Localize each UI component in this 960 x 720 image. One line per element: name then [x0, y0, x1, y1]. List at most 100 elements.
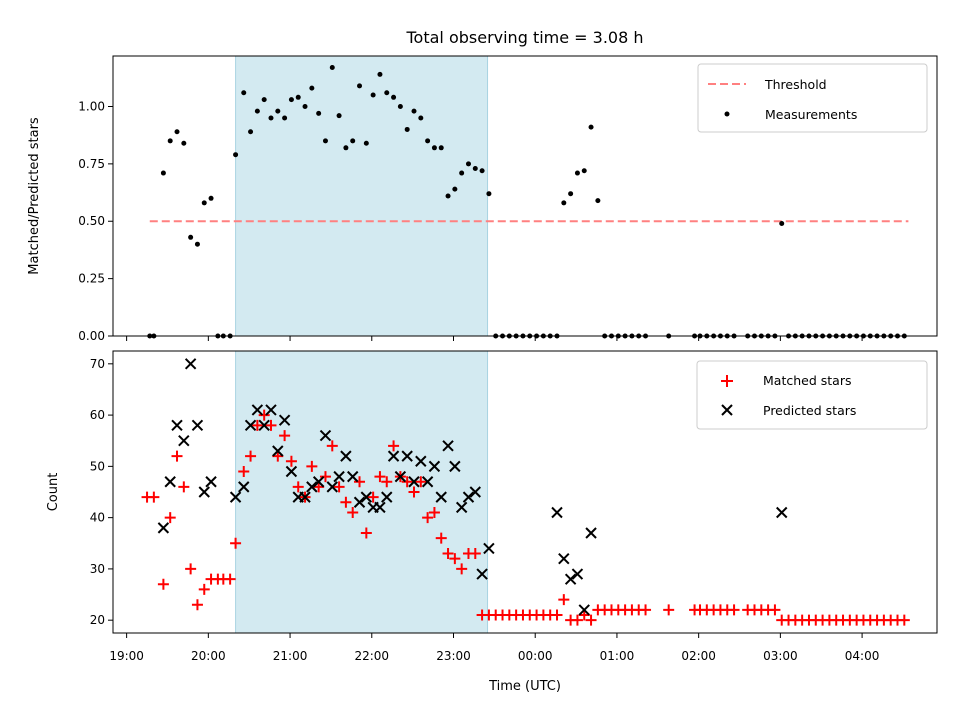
- matched-star-point: [551, 609, 563, 621]
- measurement-point: [268, 115, 274, 121]
- matched-star-point: [251, 419, 263, 431]
- measurement-point: [208, 195, 214, 201]
- measurement-point: [486, 191, 492, 197]
- predicted-star-point: [408, 476, 420, 488]
- measurement-point: [160, 170, 166, 176]
- matched-star-point: [354, 476, 366, 488]
- predicted-star-point: [278, 414, 291, 426]
- top-legend: Threshold Measurements: [697, 63, 928, 133]
- measurement-point: [404, 126, 410, 132]
- matched-star-point: [171, 450, 183, 462]
- predicted-star-point: [326, 481, 338, 493]
- predicted-star-point: [312, 476, 325, 488]
- matched-star-point: [258, 409, 270, 421]
- x-tick-label: 23:00: [436, 649, 471, 663]
- predicted-star-point: [551, 506, 563, 519]
- matched-star-point: [408, 486, 420, 498]
- predicted-star-point: [421, 476, 434, 488]
- predicted-star-point: [401, 450, 413, 462]
- matched-star-point: [185, 563, 197, 575]
- matched-star-point: [769, 604, 781, 616]
- predicted-star-point: [191, 419, 204, 432]
- legend-matched-label: Matched stars: [763, 373, 851, 388]
- x-tick-label: 21:00: [273, 649, 308, 663]
- measurement-point: [561, 200, 567, 206]
- measurement-point: [261, 97, 267, 103]
- matched-star-point: [558, 594, 570, 606]
- predicted-star-point: [571, 568, 584, 580]
- measurement-point: [425, 138, 431, 144]
- measurement-point: [201, 200, 207, 206]
- measurement-point: [336, 113, 342, 119]
- measurement-point: [302, 103, 308, 109]
- predicted-star-point: [381, 491, 393, 503]
- matched-star-point: [157, 578, 169, 590]
- matched-star-point: [428, 507, 440, 519]
- predicted-star-point: [238, 481, 250, 493]
- predicted-star-point: [347, 470, 359, 483]
- predicted-star-point: [394, 470, 407, 483]
- matched-star-point: [585, 614, 597, 626]
- predicted-star-point: [428, 460, 441, 473]
- predicted-star-point: [205, 476, 217, 488]
- top-plot-frame: [112, 55, 938, 337]
- matched-star-point: [422, 512, 434, 524]
- predicted-star-point: [585, 527, 597, 539]
- measurement-point: [445, 193, 451, 199]
- predicted-star-point: [476, 568, 488, 580]
- top-y-tick-label: 0.25: [78, 272, 105, 286]
- top-y-tick-label: 0.00: [78, 329, 105, 343]
- predicted-star-point: [578, 604, 590, 616]
- matched-star-point: [164, 512, 176, 524]
- predicted-star-point: [157, 522, 170, 534]
- measurement-point: [254, 108, 260, 114]
- measurement-point: [438, 145, 444, 151]
- measurement-point: [275, 108, 281, 114]
- matched-star-point: [442, 548, 454, 560]
- matched-star-point: [340, 496, 352, 508]
- measurement-point: [431, 145, 437, 151]
- predicted-star-point: [483, 542, 495, 555]
- measurement-point: [181, 140, 187, 146]
- predicted-star-point: [564, 573, 577, 585]
- chart-title: Total observing time = 3.08 h: [405, 28, 643, 47]
- predicted-star-point: [251, 404, 264, 416]
- predicted-star-point: [229, 491, 242, 503]
- x-tick-label: 20:00: [191, 649, 226, 663]
- predicted-star-point: [333, 470, 345, 483]
- predicted-star-point: [164, 476, 176, 488]
- predicted-star-point: [184, 358, 197, 370]
- predicted-star-point: [435, 491, 447, 503]
- top-panel: 0.00 0.25 0.50 0.75 1.00 Matched/Predicted s…: [27, 55, 938, 343]
- legend-measurement-label: Measurements: [765, 107, 857, 122]
- top-y-tick-label: 0.75: [78, 157, 105, 171]
- bottom-plot-frame: [112, 350, 938, 634]
- matched-star-point: [178, 481, 190, 493]
- measurement-point: [363, 140, 369, 146]
- matched-stars-points: [141, 409, 910, 626]
- measurement-point: [479, 168, 485, 174]
- matched-star-point: [292, 481, 304, 493]
- matched-star-point: [265, 419, 277, 431]
- predicted-stars-points: [157, 358, 788, 616]
- predicted-star-point: [319, 429, 332, 442]
- predicted-star-point: [455, 501, 468, 514]
- matched-star-point: [435, 532, 447, 544]
- measurement-point: [288, 97, 294, 103]
- bottom-panel: 20 30 40 50 60 70 19:00 20:00 21:00 22:00 23:00 00:…: [46, 350, 938, 694]
- measurement-point: [465, 161, 471, 167]
- measurement-point: [322, 138, 328, 144]
- bottom-y-tick-label: 30: [90, 562, 105, 576]
- matched-star-point: [728, 604, 740, 616]
- measurement-point: [194, 241, 200, 247]
- measurement-point: [391, 94, 397, 100]
- measurement-point: [588, 124, 594, 130]
- measurement-point: [343, 145, 349, 151]
- top-y-axis-label: Matched/Predicted stars: [27, 117, 42, 275]
- top-axis-ticks: 0.00 0.25 0.50 0.75 1.00: [78, 99, 863, 343]
- predicted-star-point: [272, 445, 284, 457]
- matched-star-point: [326, 440, 338, 452]
- measurement-point: [384, 90, 390, 96]
- matched-star-point: [381, 476, 393, 488]
- predicted-star-point: [415, 455, 427, 467]
